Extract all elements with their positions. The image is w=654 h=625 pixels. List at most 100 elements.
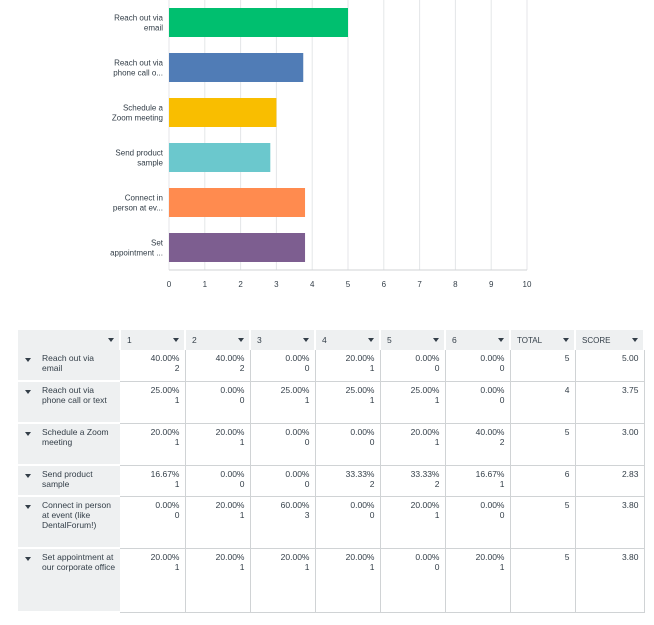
bar[interactable] [169,188,306,217]
category-label: appointment ... [110,249,163,258]
cell-count: 1 [434,394,440,405]
chevron-down-icon[interactable] [25,358,31,362]
table-cell: 25.00% 1 [120,381,186,424]
cell-percent: 20.00% [150,426,180,437]
cell-percent: 0.00% [480,499,505,510]
category-label: Reach out via [114,59,163,68]
table-cell: 25.00% 1 [250,381,316,424]
category-label: Connect in [125,194,163,203]
row-header[interactable]: Schedule a Zoom meeting [18,423,120,466]
cell-percent: 0.00% [220,468,245,479]
cell-percent: 20.00% [345,353,375,363]
row-label: Connect in person at event (like DentalF… [42,500,111,530]
total-cell: 5 [510,350,576,382]
chevron-down-icon [563,338,569,342]
chevron-down-icon[interactable] [25,505,31,509]
cell-percent: 33.33% [345,468,375,479]
row-header[interactable]: Set appointment at our corporate office [18,548,120,613]
table-cell: 60.00% 3 [250,496,316,549]
column-header-4[interactable]: 4 [315,330,381,350]
cell-percent: 0.00% [415,551,440,562]
cell-count: 0 [174,509,180,520]
cell-percent: 0.00% [350,499,375,510]
table-cell: 20.00% 1 [120,423,186,466]
category-label: Reach out via [114,14,163,23]
cell-count: 1 [369,394,375,405]
bar[interactable] [169,53,304,82]
cell-count: 2 [499,436,505,447]
row-header[interactable]: Reach out via phone call or text [18,381,120,424]
chevron-down-icon [498,338,504,342]
cell-count: 0 [499,394,505,405]
cell-count: 0 [499,363,505,373]
table-cell: 20.00% 1 [445,548,511,613]
chevron-down-icon[interactable] [25,557,31,561]
row-label: Schedule a Zoom meeting [42,427,109,447]
row-filter-header[interactable] [18,330,121,350]
cell-count: 1 [239,436,245,447]
score-cell: 5.00 [575,350,645,382]
cell-count: 1 [239,509,245,520]
category-label: phone call o... [113,69,163,78]
category-label: Send product [115,149,163,158]
table-cell: 20.00% 1 [380,423,446,466]
column-header-3[interactable]: 3 [250,330,316,350]
bar[interactable] [169,143,271,172]
x-tick-label: 3 [274,280,279,289]
cell-count: 0 [239,394,245,405]
x-tick-label: 5 [346,280,351,289]
table-cell: 0.00% 0 [445,496,511,549]
cell-count: 2 [369,478,375,489]
cell-percent: 20.00% [215,551,245,562]
category-label: person at ev... [113,204,163,213]
chevron-down-icon[interactable] [25,474,31,478]
row-header[interactable]: Reach out via email [18,350,120,382]
table-cell: 25.00% 1 [315,381,381,424]
cell-percent: 33.33% [410,468,440,479]
cell-percent: 0.00% [220,384,245,395]
row-header[interactable]: Send product sample [18,465,120,497]
cell-percent: 0.00% [285,353,310,363]
x-tick-label: 7 [417,280,422,289]
table-cell: 20.00% 1 [185,423,251,466]
cell-count: 2 [239,363,245,373]
table-header-row: 1 2 3 4 5 6 TOTAL SCORE [18,330,645,350]
cell-count: 1 [434,436,440,447]
row-header[interactable]: Connect in person at event (like DentalF… [18,496,120,549]
results-table: 1 2 3 4 5 6 TOTAL SCORE Reach out via em… [18,330,645,613]
column-header-1[interactable]: 1 [120,330,186,350]
cell-count: 1 [434,509,440,520]
score-cell: 3.75 [575,381,645,424]
column-header-2[interactable]: 2 [185,330,251,350]
bar-chart: 0 1 2 3 4 5 6 7 8 9 10 Reach out via email Reach out … [0,0,654,300]
column-header-score[interactable]: SCORE [575,330,645,350]
bar[interactable] [169,233,306,262]
score-cell: 2.83 [575,465,645,497]
cell-count: 2 [174,363,180,373]
cell-percent: 20.00% [215,426,245,437]
column-header-total[interactable]: TOTAL [510,330,576,350]
cell-count: 1 [174,436,180,447]
table-cell: 40.00% 2 [120,350,186,382]
cell-count: 0 [304,363,310,373]
cell-count: 1 [369,363,375,373]
table-cell: 20.00% 1 [185,548,251,613]
cell-count: 1 [239,561,245,572]
cell-percent: 0.00% [415,353,440,363]
chevron-down-icon [238,338,244,342]
chevron-down-icon[interactable] [25,390,31,394]
bar[interactable] [169,98,277,127]
column-header-5[interactable]: 5 [380,330,446,350]
cell-percent: 0.00% [155,499,180,510]
chevron-down-icon[interactable] [25,432,31,436]
x-tick-label: 0 [167,280,172,289]
cell-count: 1 [174,478,180,489]
column-header-6[interactable]: 6 [445,330,511,350]
total-cell: 5 [510,548,576,613]
bar[interactable] [169,8,348,37]
chevron-down-icon [632,338,638,342]
table-cell: 40.00% 2 [185,350,251,382]
table-cell: 16.67% 1 [120,465,186,497]
table-cell: 20.00% 1 [185,496,251,549]
